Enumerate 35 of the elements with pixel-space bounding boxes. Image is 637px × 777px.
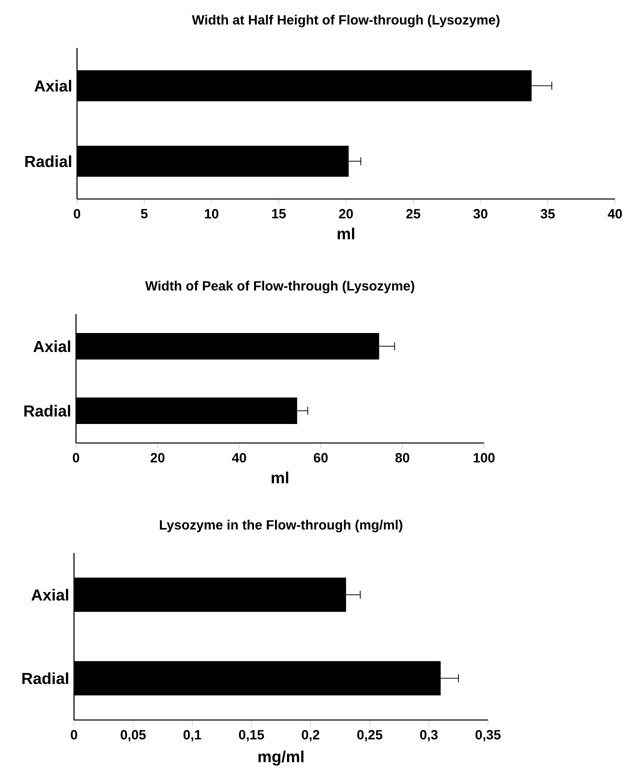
x-tick-label: 0,05 bbox=[120, 730, 146, 742]
x-tick-label: 0,25 bbox=[357, 730, 382, 742]
x-tick-label: 80 bbox=[395, 453, 410, 462]
chart-title: Width at Half Height of Flow-through (Lysozyme) bbox=[192, 14, 500, 28]
x-tick-label: 10 bbox=[204, 209, 218, 218]
chart-title: Lysozyme in the Flow-through (mg/ml) bbox=[160, 520, 402, 532]
x-tick-label: 60 bbox=[314, 453, 328, 462]
x-tick-label: 0,3 bbox=[420, 730, 438, 742]
x-tick-label: 15 bbox=[272, 209, 286, 218]
x-axis-title: mg/ml bbox=[258, 750, 304, 766]
x-tick-label: 0,2 bbox=[302, 730, 320, 742]
x-axis-title: ml bbox=[338, 228, 354, 240]
y-tick-label: Radial bbox=[22, 672, 68, 684]
x-tick-label: 40 bbox=[608, 209, 622, 218]
y-tick-label: Radial bbox=[25, 155, 72, 168]
x-tick-label: 5 bbox=[140, 209, 148, 218]
x-tick-label: 40 bbox=[232, 453, 246, 462]
y-tick-label: Axial bbox=[33, 340, 70, 352]
x-tick-label: 0,35 bbox=[476, 730, 501, 742]
chart-title: Width of Peak of Flow-through (Lysozyme) bbox=[145, 280, 414, 294]
x-tick-label: 20 bbox=[150, 453, 164, 462]
x-tick-label: 0 bbox=[70, 730, 78, 740]
x-tick-label: 30 bbox=[473, 209, 488, 218]
x-tick-label: 35 bbox=[540, 209, 555, 218]
x-axis-title: ml bbox=[272, 472, 288, 484]
x-tick-label: 0 bbox=[72, 453, 80, 462]
x-tick-label: 20 bbox=[339, 209, 353, 218]
x-tick-label: 100 bbox=[474, 453, 495, 462]
y-tick-label: Radial bbox=[24, 404, 70, 417]
x-tick-label: 0 bbox=[74, 209, 80, 218]
y-tick-label: Axial bbox=[31, 588, 68, 601]
y-tick-label: Axial bbox=[34, 80, 72, 92]
x-tick-label: 25 bbox=[406, 209, 420, 218]
x-tick-label: 0,1 bbox=[184, 730, 202, 742]
x-tick-label: 0,15 bbox=[238, 730, 264, 742]
